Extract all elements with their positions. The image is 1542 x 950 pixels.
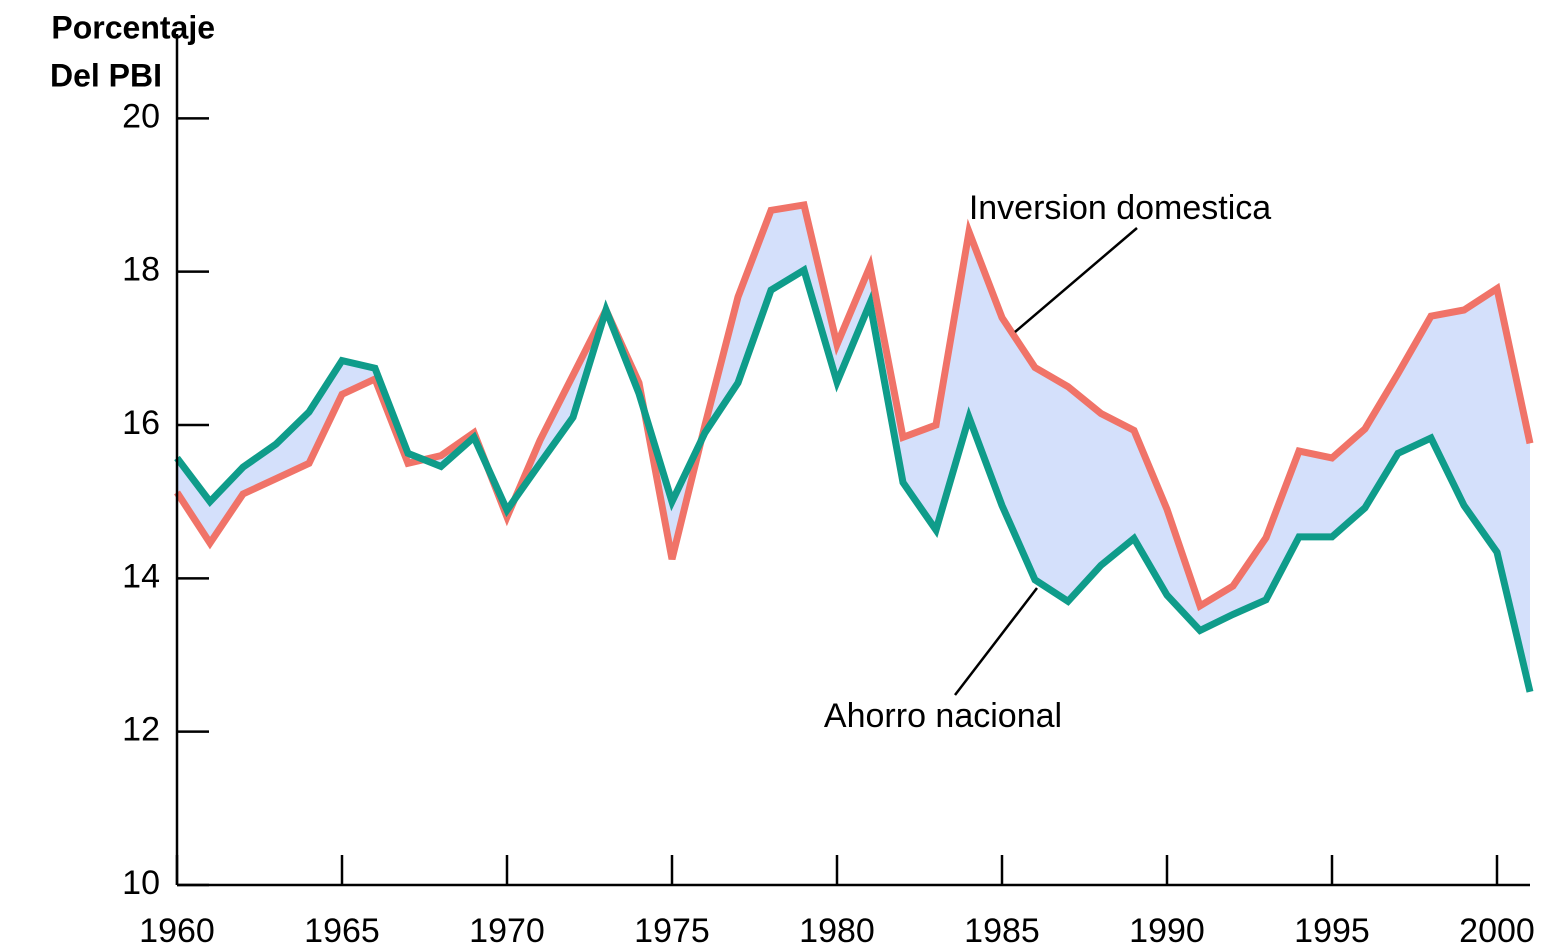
y-tick-label: 12 (122, 711, 160, 749)
y-tick-label: 18 (122, 251, 160, 289)
x-tick-label: 2000 (1459, 912, 1535, 950)
gap-fill (177, 204, 1530, 692)
y-tick-label: 16 (122, 404, 160, 442)
leader-line (954, 587, 1038, 696)
series-line (174, 200, 1534, 612)
x-tick-label: 1995 (1294, 912, 1370, 950)
x-tick-label: 1980 (799, 912, 875, 950)
y-tick-label: 10 (122, 864, 160, 902)
y-axis-label: Del PBI (50, 57, 162, 93)
leader-line (1014, 227, 1138, 333)
y-axis-label: Porcentaje (51, 9, 215, 45)
x-tick-label: 1985 (964, 912, 1040, 950)
x-tick-label: 1960 (139, 912, 215, 950)
y-tick-label: 20 (122, 97, 160, 135)
x-tick-label: 1990 (1129, 912, 1205, 950)
x-tick-label: 1970 (469, 912, 545, 950)
x-tick-label: 1965 (304, 912, 380, 950)
series-line (174, 264, 1534, 693)
annotation: Inversion domestica (969, 189, 1271, 227)
x-tick-label: 1975 (634, 912, 710, 950)
y-tick-label: 14 (122, 557, 160, 595)
annotation: Ahorro nacional (824, 697, 1062, 735)
